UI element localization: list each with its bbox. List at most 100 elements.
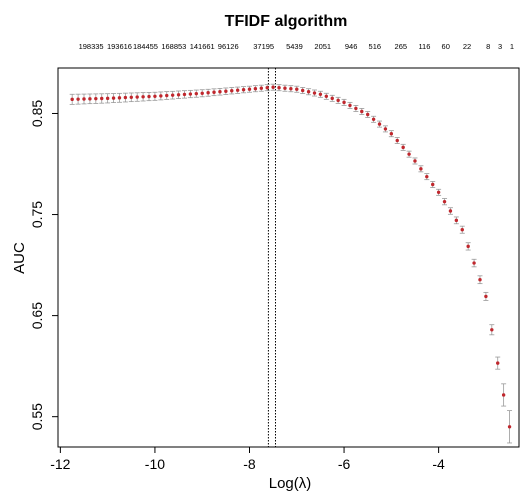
data-point: [218, 90, 222, 94]
top-axis-label: 946: [345, 42, 358, 51]
top-axis-label: 96126: [218, 42, 239, 51]
data-point: [253, 87, 258, 91]
data-point: [442, 199, 447, 204]
x-axis: -12 -10 -8 -6 -4: [50, 447, 445, 472]
data-point: [153, 94, 157, 98]
data-point: [365, 112, 370, 117]
data-point: [472, 261, 476, 265]
reference-lines: [267, 68, 276, 447]
data-point: [247, 87, 252, 91]
data-point: [324, 94, 329, 98]
top-axis-label: 516: [369, 42, 382, 51]
data-point: [401, 145, 405, 150]
data-point: [206, 91, 210, 95]
data-point: [371, 117, 376, 121]
top-axis-label: 116: [418, 42, 430, 51]
top-axis-label: 3: [498, 42, 502, 51]
data-point: [407, 152, 411, 156]
data-point: [224, 89, 228, 93]
data-point: [348, 103, 352, 108]
data-point: [277, 86, 281, 90]
data-point: [389, 131, 394, 136]
top-axis-label: 141661: [190, 42, 215, 51]
data-point: [377, 122, 382, 126]
top-axis-label: 265: [395, 42, 408, 51]
data-point: [200, 91, 204, 95]
data-point: [330, 96, 334, 101]
data-point: [94, 96, 98, 101]
data-point: [507, 425, 512, 429]
data-point: [259, 86, 264, 90]
data-point: [135, 95, 139, 99]
data-point: [478, 278, 482, 282]
data-point: [283, 86, 287, 90]
data-point: [395, 138, 399, 143]
data-point: [300, 88, 305, 93]
top-axis-label: 1: [510, 42, 514, 51]
data-point: [271, 85, 275, 89]
top-axis-label: 198335: [79, 42, 104, 51]
data-point: [419, 167, 423, 171]
y-tick-label: 0.55: [29, 403, 45, 430]
y-tick-label: 0.85: [29, 100, 45, 127]
data-point: [336, 98, 340, 103]
data-point: [454, 218, 459, 223]
top-axis-label: 2051: [314, 42, 331, 51]
data-point: [295, 87, 299, 91]
top-axis-label: 60: [442, 42, 450, 51]
top-axis-label: 37195: [253, 42, 274, 51]
top-axis-label: 22: [463, 42, 471, 51]
data-point: [342, 100, 346, 105]
top-axis-label: 5439: [286, 42, 303, 51]
chart-title: TFIDF algorithm: [225, 13, 348, 30]
data-point: [111, 96, 116, 100]
data-point: [448, 209, 453, 213]
top-axis-label: 193616: [107, 42, 132, 51]
data-point: [431, 182, 435, 187]
data-point: [182, 92, 187, 97]
x-tick-label: -12: [50, 456, 70, 472]
auc-points: [70, 85, 512, 429]
data-point: [484, 294, 488, 299]
data-point: [188, 92, 193, 96]
data-point: [360, 109, 364, 114]
top-axis-label: 8: [486, 42, 490, 51]
y-axis-label: AUC: [11, 242, 28, 274]
data-point: [241, 88, 246, 92]
data-point: [425, 174, 429, 179]
data-point: [141, 95, 145, 99]
data-point: [129, 95, 133, 100]
top-axis-label: 184455: [133, 42, 158, 51]
data-point: [76, 97, 80, 101]
data-point: [490, 328, 494, 332]
data-point: [460, 228, 464, 232]
data-point: [147, 94, 151, 99]
data-point: [159, 94, 163, 98]
data-point: [436, 190, 441, 195]
data-point: [82, 97, 86, 101]
data-point: [176, 93, 181, 97]
data-point: [496, 361, 500, 365]
data-point: [165, 93, 169, 98]
x-axis-label: Log(λ): [269, 475, 312, 492]
data-point: [235, 88, 240, 92]
data-point: [70, 97, 74, 102]
data-point: [265, 86, 269, 90]
top-axis-label: 168853: [161, 42, 186, 51]
data-point: [212, 90, 216, 94]
plot-frame: [57, 67, 520, 448]
y-tick-label: 0.65: [29, 302, 45, 329]
y-tick-label: 0.75: [29, 201, 45, 228]
x-tick-label: -10: [145, 456, 165, 472]
data-point: [289, 87, 293, 91]
x-tick-label: -4: [432, 456, 445, 472]
data-point: [354, 106, 358, 111]
data-point: [306, 90, 311, 94]
x-tick-label: -8: [243, 456, 256, 472]
data-point: [170, 93, 175, 97]
data-point: [88, 97, 92, 101]
data-point: [383, 127, 388, 131]
data-point: [312, 91, 317, 95]
data-point: [230, 89, 234, 93]
